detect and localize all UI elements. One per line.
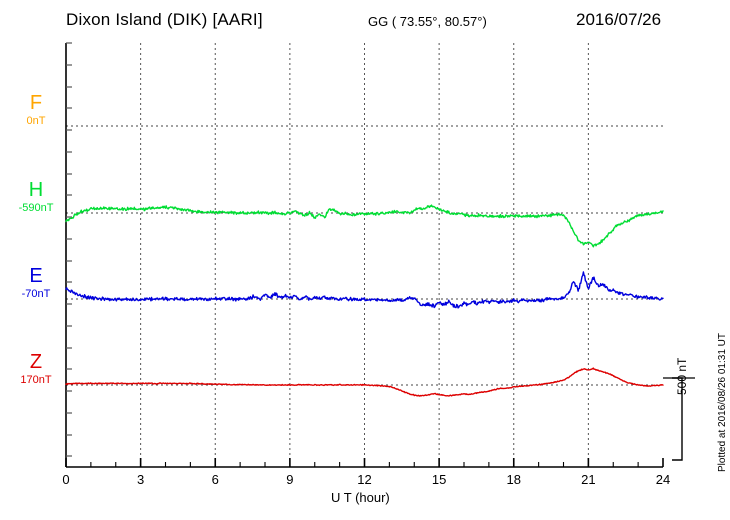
- x-tick-label: 9: [286, 472, 294, 487]
- component-letter: F: [29, 92, 43, 114]
- component-baseline-value: -590nT: [18, 202, 54, 214]
- plotted-at-timestamp: Plotted at 2016/08/26 01:31 UT: [717, 333, 728, 472]
- trace-z: [65, 367, 664, 397]
- x-tick-label: 21: [581, 472, 596, 487]
- component-letter: Z: [29, 351, 43, 373]
- trace-h: [65, 204, 664, 248]
- x-tick-label: 18: [506, 472, 521, 487]
- component-baseline-value: 0nT: [26, 115, 46, 127]
- component-baseline-value: -70nT: [21, 288, 51, 300]
- component-label-f: F 0nT: [12, 93, 60, 127]
- component-label-e: E -70nT: [12, 266, 60, 300]
- scalebar-label: 500 nT: [675, 357, 689, 395]
- x-axis-title: U T (hour): [331, 490, 390, 505]
- x-tick-label: 12: [357, 472, 372, 487]
- station-coordinates: GG ( 73.55°, 80.57°): [368, 14, 487, 29]
- page-title: Dixon Island (DIK) [AARI]: [66, 10, 263, 29]
- x-tick-label: 3: [137, 472, 145, 487]
- x-tick-label: 15: [431, 472, 447, 487]
- x-tick-label: 24: [655, 472, 671, 487]
- trace-e: [65, 271, 664, 309]
- component-label-z: Z 170nT: [12, 352, 60, 386]
- component-letter: E: [29, 265, 43, 287]
- component-label-h: H -590nT: [12, 180, 60, 214]
- observation-date: 2016/07/26: [576, 10, 662, 29]
- x-tick-label: 6: [211, 472, 219, 487]
- component-letter: H: [28, 179, 44, 201]
- component-baseline-value: 170nT: [20, 374, 52, 386]
- x-tick-label: 0: [62, 472, 70, 487]
